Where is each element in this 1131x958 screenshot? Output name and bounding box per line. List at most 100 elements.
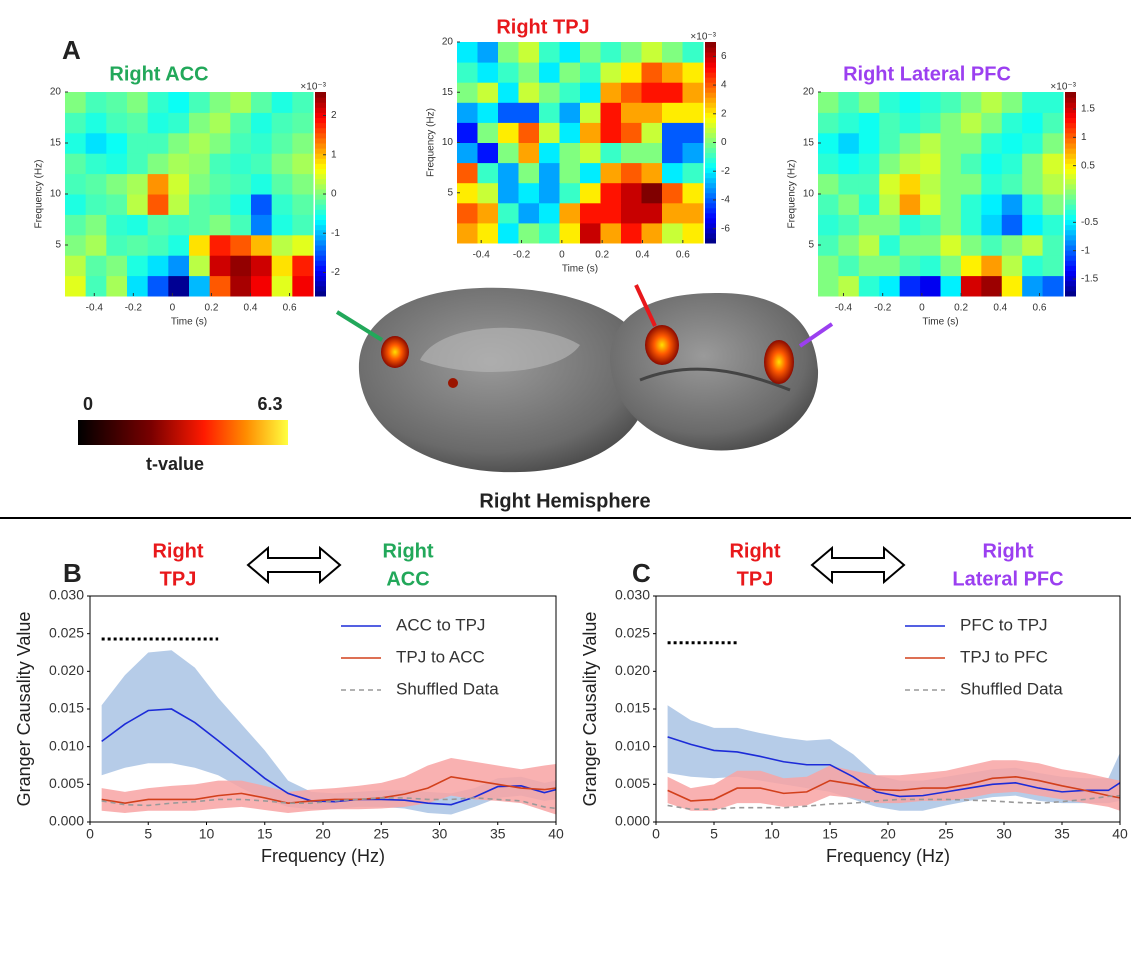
heatmap-cell: [148, 174, 169, 195]
colorbar-segment: [315, 204, 326, 210]
colorbar-segment: [315, 169, 326, 175]
heatmap-cell: [621, 163, 642, 184]
heatmap-cell: [168, 235, 189, 256]
heatmap-cell: [86, 214, 107, 235]
heatmap-cell: [1002, 133, 1023, 154]
heatmap-cell: [601, 42, 622, 63]
heatmap-cell: [879, 174, 900, 195]
heatmap-cell: [560, 102, 581, 123]
heatmap-cell: [838, 276, 859, 297]
brain-medial: [359, 288, 651, 472]
heatmap-cell: [539, 82, 560, 103]
heatmap-cell: [457, 163, 478, 184]
heatmap-cell: [859, 153, 880, 174]
colorbar-segment: [315, 265, 326, 271]
colorbar-segment: [1065, 255, 1076, 261]
heatmap-cell: [230, 255, 251, 276]
heatmap-cell: [86, 153, 107, 174]
x-tick-label: 0: [559, 250, 565, 261]
heatmap-cell: [621, 82, 642, 103]
y-tick-label: 0.000: [615, 813, 650, 829]
heatmap-cell: [662, 203, 683, 224]
heatmap-cell: [65, 214, 86, 235]
heatmap-cell: [292, 235, 313, 256]
heatmap-cell: [251, 214, 272, 235]
colorbar-segment: [1065, 189, 1076, 195]
x-tick-label: 30: [432, 826, 448, 842]
heatmap-cell: [900, 235, 921, 256]
heatmap-cell: [900, 276, 921, 297]
heatmap-cell: [621, 183, 642, 204]
heatmap-cell: [818, 153, 839, 174]
colorbar-segment: [1065, 169, 1076, 175]
heatmap-cell: [879, 194, 900, 215]
colorbar-tick-label: 1: [1081, 132, 1087, 143]
heatmap-cell: [106, 153, 127, 174]
heatmap-cell: [1043, 133, 1064, 154]
heatmap-cell: [920, 174, 941, 195]
legend-label: Shuffled Data: [396, 679, 499, 698]
legend-label: Shuffled Data: [960, 679, 1063, 698]
colorbar-segment: [315, 271, 326, 277]
heatmap-cell: [941, 235, 962, 256]
heatmap-cell: [127, 235, 148, 256]
colorbar-segment: [705, 233, 716, 239]
heatmap-cell: [642, 183, 663, 204]
heatmap-cell: [272, 92, 293, 113]
colorbar-segment: [705, 42, 716, 48]
heatmap-cell: [498, 143, 519, 164]
x-tick-label: 5: [144, 826, 152, 842]
colorbar-segment: [705, 188, 716, 194]
heatmap-cell: [961, 92, 982, 113]
colorbar-segment: [315, 92, 326, 98]
confidence-band: [102, 758, 556, 815]
x-tick-label: 0: [919, 303, 925, 314]
colorbar-segment: [1065, 209, 1076, 215]
colorbar-tick-label: -1: [1081, 245, 1090, 256]
heatmap-cell: [127, 194, 148, 215]
heatmap-cell: [941, 92, 962, 113]
heatmap-cell: [519, 143, 540, 164]
colorbar-segment: [315, 179, 326, 185]
y-tick-label: 0.010: [615, 737, 650, 753]
heatmap-cell: [818, 194, 839, 215]
heatmap-cell: [106, 112, 127, 133]
heatmap-cell: [941, 153, 962, 174]
colorbar-segment: [1065, 123, 1076, 129]
colorbar-segment: [1065, 92, 1076, 98]
heatmap-cell: [65, 276, 86, 297]
heatmap-cell: [519, 42, 540, 63]
x-tick-label: -0.4: [835, 303, 853, 314]
colorbar-label: t-value: [146, 454, 204, 474]
heatmap-cell: [498, 203, 519, 224]
heatmap-cell: [580, 42, 601, 63]
colorbar-segment: [1065, 158, 1076, 164]
double-arrow: [812, 548, 904, 582]
x-tick-label: 35: [1054, 826, 1070, 842]
heatmap-cell: [981, 276, 1002, 297]
colorbar-segment: [705, 72, 716, 78]
y-axis-label: Frequency (Hz): [426, 108, 437, 177]
heatmap-cell: [1022, 153, 1043, 174]
heatmap-cell: [920, 255, 941, 276]
colorbar-segment: [1065, 281, 1076, 287]
heatmap-cell: [457, 203, 478, 224]
x-tick-label: 0: [652, 826, 660, 842]
colorbar-segment: [705, 97, 716, 103]
node-label: Right: [152, 540, 203, 562]
heatmap-cell: [818, 174, 839, 195]
heatmap-cell: [621, 42, 642, 63]
y-tick-label: 0.015: [615, 700, 650, 716]
heatmap-cell: [859, 92, 880, 113]
node-label: TPJ: [737, 568, 774, 590]
x-tick-label: 0.2: [954, 303, 968, 314]
heatmap-cell: [838, 194, 859, 215]
heatmap-cell: [920, 214, 941, 235]
heatmap-cell: [272, 214, 293, 235]
x-tick-label: -0.2: [513, 250, 531, 261]
colorbar-segment: [315, 128, 326, 134]
heatmap-cell: [272, 235, 293, 256]
heatmap-cell: [642, 163, 663, 184]
colorbar-segment: [1065, 240, 1076, 246]
heatmap-cell: [86, 194, 107, 215]
